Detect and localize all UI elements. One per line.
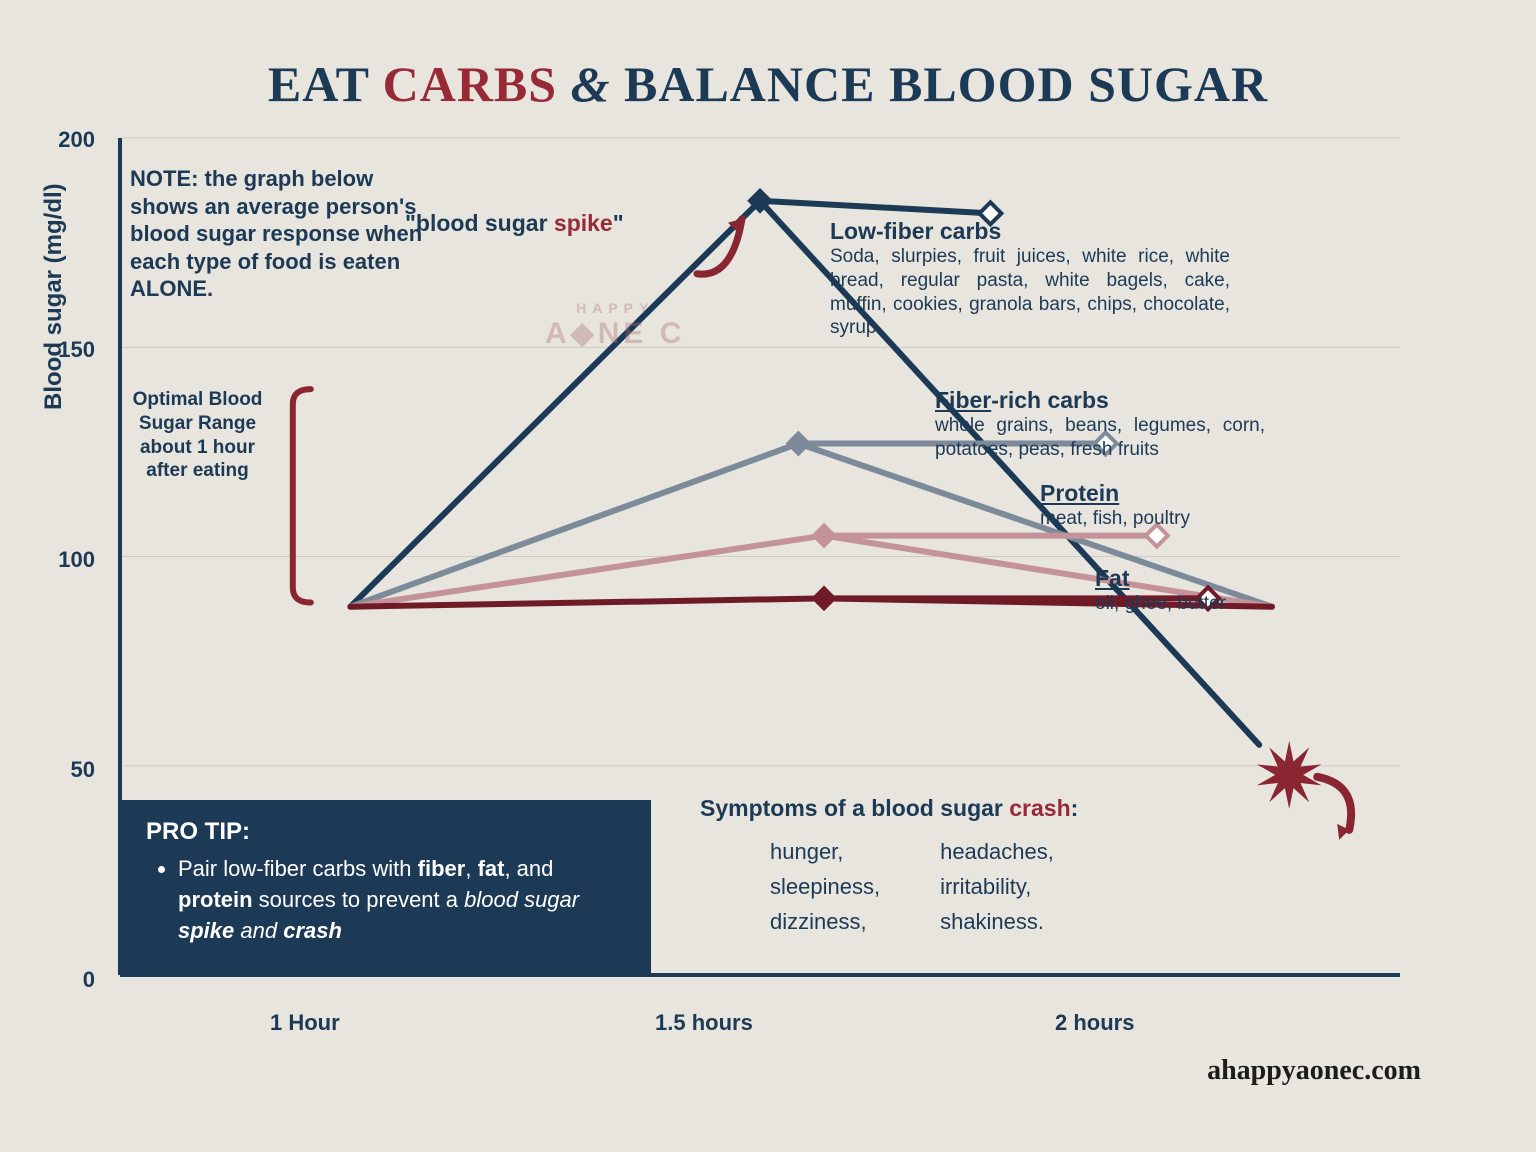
- site-url: ahappyaonec.com: [1207, 1055, 1421, 1087]
- spike-post: ": [613, 210, 624, 236]
- legend-fat-title: Fat: [1095, 565, 1295, 592]
- xtick-2h: 2 hours: [1055, 1010, 1134, 1036]
- protip-i-pre: blood sugar: [464, 887, 579, 912]
- legend-protein: Protein meat, fish, poultry: [1040, 480, 1270, 531]
- symptom-item: sleepiness,: [770, 869, 880, 904]
- xtick-15h: 1.5 hours: [655, 1010, 753, 1036]
- symptoms-title-post: :: [1071, 795, 1079, 821]
- protip-list: Pair low-fiber carbs with fiber, fat, an…: [146, 854, 626, 946]
- protip-i-mid: and: [234, 918, 283, 943]
- symptoms-col1: hunger, sleepiness, dizziness,: [770, 834, 880, 940]
- legend-protein-desc: meat, fish, poultry: [1040, 507, 1270, 531]
- legend-fat-desc: oil, ghee, butter: [1095, 592, 1295, 616]
- protip-sep2: , and: [504, 856, 553, 881]
- ytick-0: 0: [55, 967, 95, 993]
- spike-label: "blood sugar spike": [405, 210, 624, 237]
- watermark-line1: HAPPY: [545, 300, 685, 316]
- note-text: NOTE: the graph below shows an average p…: [130, 165, 430, 303]
- protip-item: Pair low-fiber carbs with fiber, fat, an…: [178, 854, 626, 946]
- ytick-200: 200: [55, 127, 95, 153]
- legend-fiber-rich: Fiber-rich carbs whole grains, beans, le…: [935, 387, 1265, 462]
- ytick-150: 150: [55, 337, 95, 363]
- symptom-item: dizziness,: [770, 904, 880, 939]
- symptom-item: hunger,: [770, 834, 880, 869]
- legend-low-fiber-title: Low-fiber carbs: [830, 218, 1230, 245]
- protip-protein: protein: [178, 887, 253, 912]
- protip-fiber: fiber: [418, 856, 466, 881]
- watermark: HAPPY A◆NE C: [545, 300, 685, 351]
- symptoms-col2: headaches, irritability, shakiness.: [940, 834, 1054, 940]
- symptom-item: shakiness.: [940, 904, 1054, 939]
- symptoms-title-pre: Symptoms of a blood sugar: [700, 795, 1009, 821]
- symptoms-title: Symptoms of a blood sugar crash:: [700, 795, 1300, 822]
- protip-mid: sources to prevent a: [253, 887, 465, 912]
- legend-low-fiber: Low-fiber carbs Soda, slurpies, fruit ju…: [830, 218, 1230, 340]
- ytick-100: 100: [55, 547, 95, 573]
- title-part1: EAT: [268, 56, 383, 112]
- ytick-50: 50: [55, 757, 95, 783]
- spike-word: spike: [554, 210, 613, 236]
- legend-fiber-rich-desc: whole grains, beans, legumes, corn, pota…: [935, 414, 1265, 462]
- optimal-range-label: Optimal Blood Sugar Range about 1 hour a…: [130, 388, 265, 483]
- y-axis-label: Blood sugar (mg/dl): [40, 183, 68, 410]
- protip-text: Pair low-fiber carbs with: [178, 856, 418, 881]
- legend-protein-title: Protein: [1040, 480, 1270, 507]
- legend-fiber-rich-pre: Fiber: [935, 387, 991, 413]
- protip-box: PRO TIP: Pair low-fiber carbs with fiber…: [121, 800, 651, 975]
- legend-low-fiber-desc: Soda, slurpies, fruit juices, white rice…: [830, 245, 1230, 340]
- protip-sep1: ,: [465, 856, 477, 881]
- protip-crash: crash: [283, 918, 342, 943]
- legend-fiber-rich-title: Fiber-rich carbs: [935, 387, 1265, 414]
- spike-pre: "blood sugar: [405, 210, 554, 236]
- title-part3: BALANCE BLOOD SUGAR: [624, 56, 1268, 112]
- legend-fat: Fat oil, ghee, butter: [1095, 565, 1295, 616]
- symptoms-title-word: crash: [1009, 795, 1070, 821]
- title-amp: &: [557, 56, 624, 112]
- protip-title: PRO TIP:: [146, 818, 626, 846]
- watermark-line2: A◆NE C: [545, 316, 685, 351]
- title-carbs: CARBS: [383, 56, 557, 112]
- symptom-item: headaches,: [940, 834, 1054, 869]
- symptoms-columns: hunger, sleepiness, dizziness, headaches…: [700, 834, 1300, 940]
- legend-fiber-rich-post: -rich carbs: [991, 387, 1109, 413]
- symptoms-block: Symptoms of a blood sugar crash: hunger,…: [700, 795, 1300, 940]
- symptom-item: irritability,: [940, 869, 1054, 904]
- protip-spike: spike: [178, 918, 234, 943]
- page-title: EAT CARBS & BALANCE BLOOD SUGAR: [268, 55, 1268, 113]
- protip-fat: fat: [478, 856, 505, 881]
- xtick-1h: 1 Hour: [270, 1010, 340, 1036]
